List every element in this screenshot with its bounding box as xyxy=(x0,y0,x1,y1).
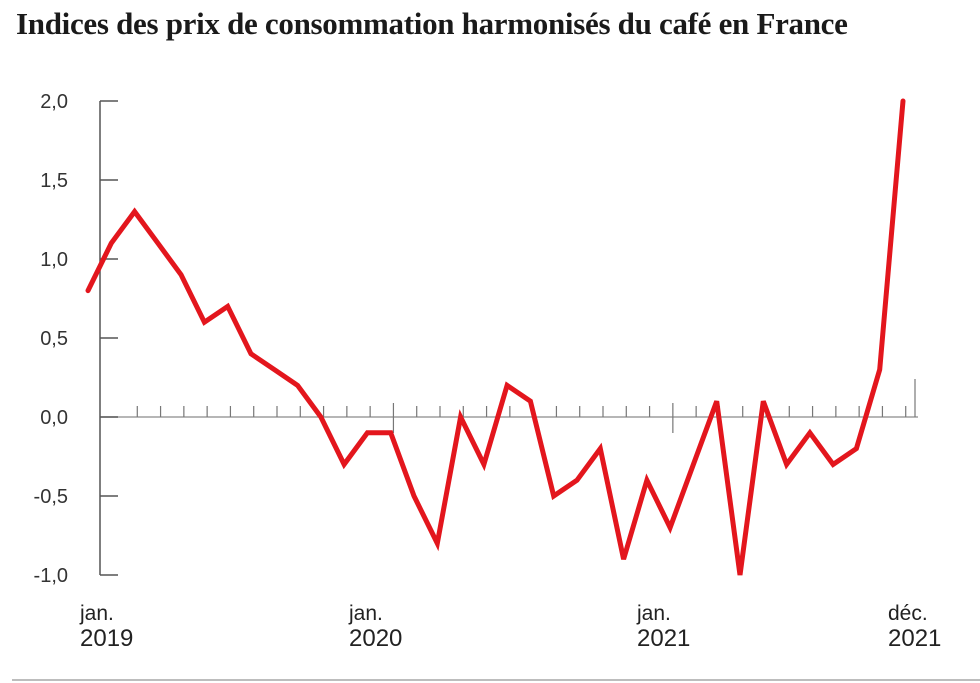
x-tick-label-year: 2021 xyxy=(888,625,941,652)
y-tick-label: 2,0 xyxy=(40,91,68,113)
chart-axes xyxy=(99,101,918,575)
y-tick-label: 1,0 xyxy=(40,249,68,271)
x-tick-label-year: 2020 xyxy=(349,625,402,652)
x-tick-label-month: jan. xyxy=(79,602,114,625)
y-tick-label: 1,5 xyxy=(40,170,68,192)
x-tick-label-month: jan. xyxy=(636,602,671,625)
y-tick-label: -0,5 xyxy=(34,486,68,508)
x-tick-label-month: déc. xyxy=(888,602,928,625)
y-axis-ticks: 2,0 1,5 1,0 0,5 0,0 -0,5 -1,0 xyxy=(34,91,118,587)
y-tick-label: 0,5 xyxy=(40,328,68,350)
x-tick-label-year: 2021 xyxy=(637,625,690,652)
y-tick-label: -1,0 xyxy=(34,565,68,587)
y-tick-label: 0,0 xyxy=(40,407,68,429)
chart-title: Indices des prix de consommation harmoni… xyxy=(16,6,848,41)
x-tick-label-month: jan. xyxy=(348,602,383,625)
series-group xyxy=(85,98,906,576)
bottom-divider xyxy=(12,679,980,681)
series-line xyxy=(85,98,906,576)
x-tick-label-year: 2019 xyxy=(80,625,133,652)
